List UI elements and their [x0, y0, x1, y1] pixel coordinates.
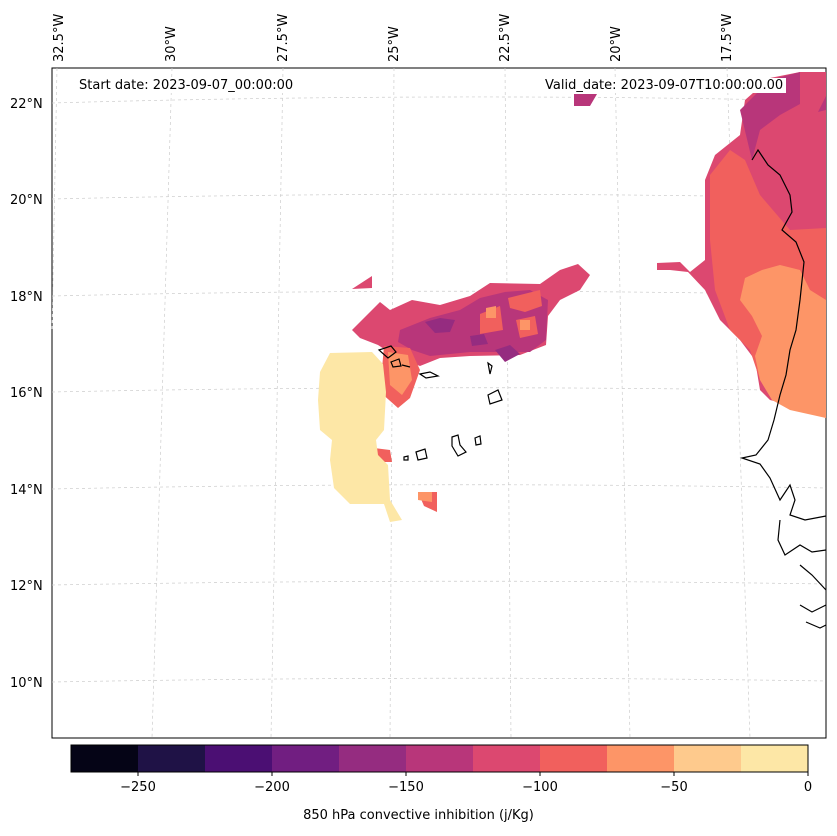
colorbar-border	[70, 744, 809, 773]
island-santiago	[451, 434, 467, 457]
valid-date-label: Valid_date: 2023-09-07T10:00:00.00	[542, 78, 787, 93]
lat-label-14n: 14°N	[10, 483, 43, 498]
island-fogo	[415, 448, 428, 461]
colorbar-segment	[473, 745, 541, 772]
lat-label-12n: 12°N	[10, 579, 43, 594]
island-sal	[487, 361, 493, 375]
start-date-label: Start date: 2023-09-07_00:00:00	[76, 78, 297, 93]
lon-label-32-5w: 32.5°W	[52, 13, 67, 62]
colorbar-tick: 0	[803, 780, 813, 795]
colorbar-tick: −50	[660, 780, 688, 795]
lat-label-18n: 18°N	[10, 290, 43, 305]
graticule	[51, 67, 827, 739]
lat-label-20n: 20°N	[10, 193, 43, 208]
lat-label-22n: 22°N	[10, 97, 43, 112]
lon-label-27-5w: 27.5°W	[276, 13, 291, 62]
cin-band-minus-25	[318, 352, 402, 522]
colorbar-segment	[741, 745, 809, 772]
coastlines	[377, 148, 827, 629]
lon-label-25w: 25°W	[387, 26, 402, 62]
island-boa-vista	[487, 389, 503, 405]
cin-band-continent-minus-75	[740, 265, 826, 418]
colorbar-tick: −100	[522, 780, 558, 795]
island-santo-antao	[377, 345, 397, 359]
colorbar-segment	[607, 745, 675, 772]
cin-field-continent	[574, 72, 826, 418]
colorbar-segment	[339, 745, 407, 772]
lat-label-16n: 16°N	[10, 386, 43, 401]
island-sao-nicolau	[401, 364, 440, 379]
map-frame	[51, 67, 827, 739]
lon-label-30w: 30°W	[164, 26, 179, 62]
lat-label-10n: 10°N	[10, 676, 43, 691]
colorbar-segment	[406, 745, 474, 772]
cin-band-deep	[425, 318, 520, 362]
lon-label-22-5w: 22.5°W	[498, 13, 513, 62]
cin-band-left-red	[374, 346, 437, 512]
island-brava	[403, 455, 409, 461]
colorbar-segment	[272, 745, 340, 772]
africa-coastline	[739, 148, 827, 629]
colorbar	[70, 744, 809, 776]
colorbar-segment	[138, 745, 206, 772]
colorbar-tick: −250	[120, 780, 156, 795]
colorbar-segment	[205, 745, 273, 772]
colorbar-segment	[540, 745, 608, 772]
island-maio	[474, 435, 482, 446]
cin-band-left-orange	[388, 352, 432, 502]
cin-field-ocean	[318, 264, 590, 522]
cin-band-minus-75	[486, 306, 530, 330]
island-sao-vicente	[390, 358, 402, 368]
colorbar-tick: −200	[254, 780, 290, 795]
cin-band-continent-minus-150	[574, 72, 826, 160]
colorbar-tick: −150	[388, 780, 424, 795]
lon-label-17-5w: 17.5°W	[720, 13, 735, 62]
colorbar-caption: 850 hPa convective inhibition (j/Kg)	[303, 808, 534, 823]
lon-label-20w: 20°W	[609, 26, 624, 62]
colorbar-segment	[674, 745, 742, 772]
colorbar-segment	[71, 745, 139, 772]
